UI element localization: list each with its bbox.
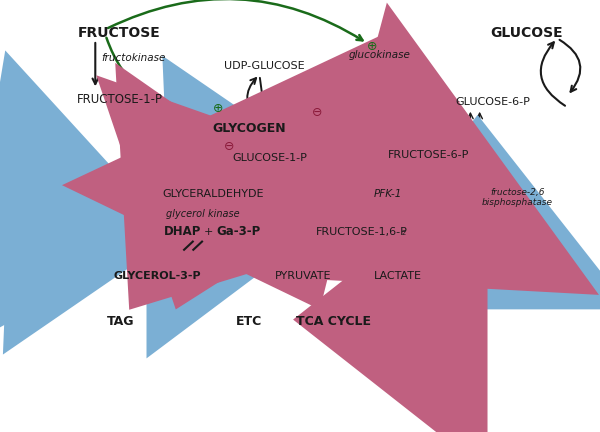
- Text: FRUCTOSE-6-P: FRUCTOSE-6-P: [388, 150, 470, 160]
- Text: ⊕: ⊕: [213, 102, 224, 115]
- Text: PFK-1: PFK-1: [374, 189, 402, 199]
- Text: +: +: [203, 227, 213, 237]
- Text: fructose-2,6
bisphosphatase: fructose-2,6 bisphosphatase: [482, 187, 553, 207]
- Text: $_2$: $_2$: [401, 229, 407, 238]
- Text: ⊖: ⊖: [223, 140, 234, 153]
- Text: ⊕: ⊕: [367, 40, 377, 53]
- Text: Ga-3-P: Ga-3-P: [217, 225, 261, 238]
- Text: GLUCOSE-1-P: GLUCOSE-1-P: [232, 153, 307, 163]
- Text: FRUCTOSE-1,6-P: FRUCTOSE-1,6-P: [316, 227, 408, 237]
- Text: GLUCOSE: GLUCOSE: [490, 26, 563, 41]
- Text: ⊖: ⊖: [312, 106, 322, 119]
- Text: GLYCEROL-3-P: GLYCEROL-3-P: [113, 271, 200, 281]
- Text: FRUCTOSE: FRUCTOSE: [77, 26, 160, 41]
- Text: FRUCTOSE-1-P: FRUCTOSE-1-P: [77, 92, 163, 105]
- Text: ETC: ETC: [236, 315, 262, 328]
- Text: TCA CYCLE: TCA CYCLE: [296, 315, 371, 328]
- Text: GLYCOGEN: GLYCOGEN: [212, 122, 286, 135]
- Text: GLUCOSE-6-P: GLUCOSE-6-P: [455, 97, 530, 107]
- Text: GLYCERALDEHYDE: GLYCERALDEHYDE: [163, 189, 264, 199]
- Text: UDP-GLUCOSE: UDP-GLUCOSE: [224, 61, 305, 71]
- Text: glycerol kinase: glycerol kinase: [166, 209, 240, 219]
- Text: glucokinase: glucokinase: [349, 50, 411, 60]
- Text: fructokinase: fructokinase: [101, 53, 166, 63]
- Text: PYRUVATE: PYRUVATE: [275, 271, 331, 281]
- Text: DHAP: DHAP: [164, 225, 201, 238]
- Text: TAG: TAG: [107, 315, 135, 328]
- Text: LACTATE: LACTATE: [374, 271, 422, 281]
